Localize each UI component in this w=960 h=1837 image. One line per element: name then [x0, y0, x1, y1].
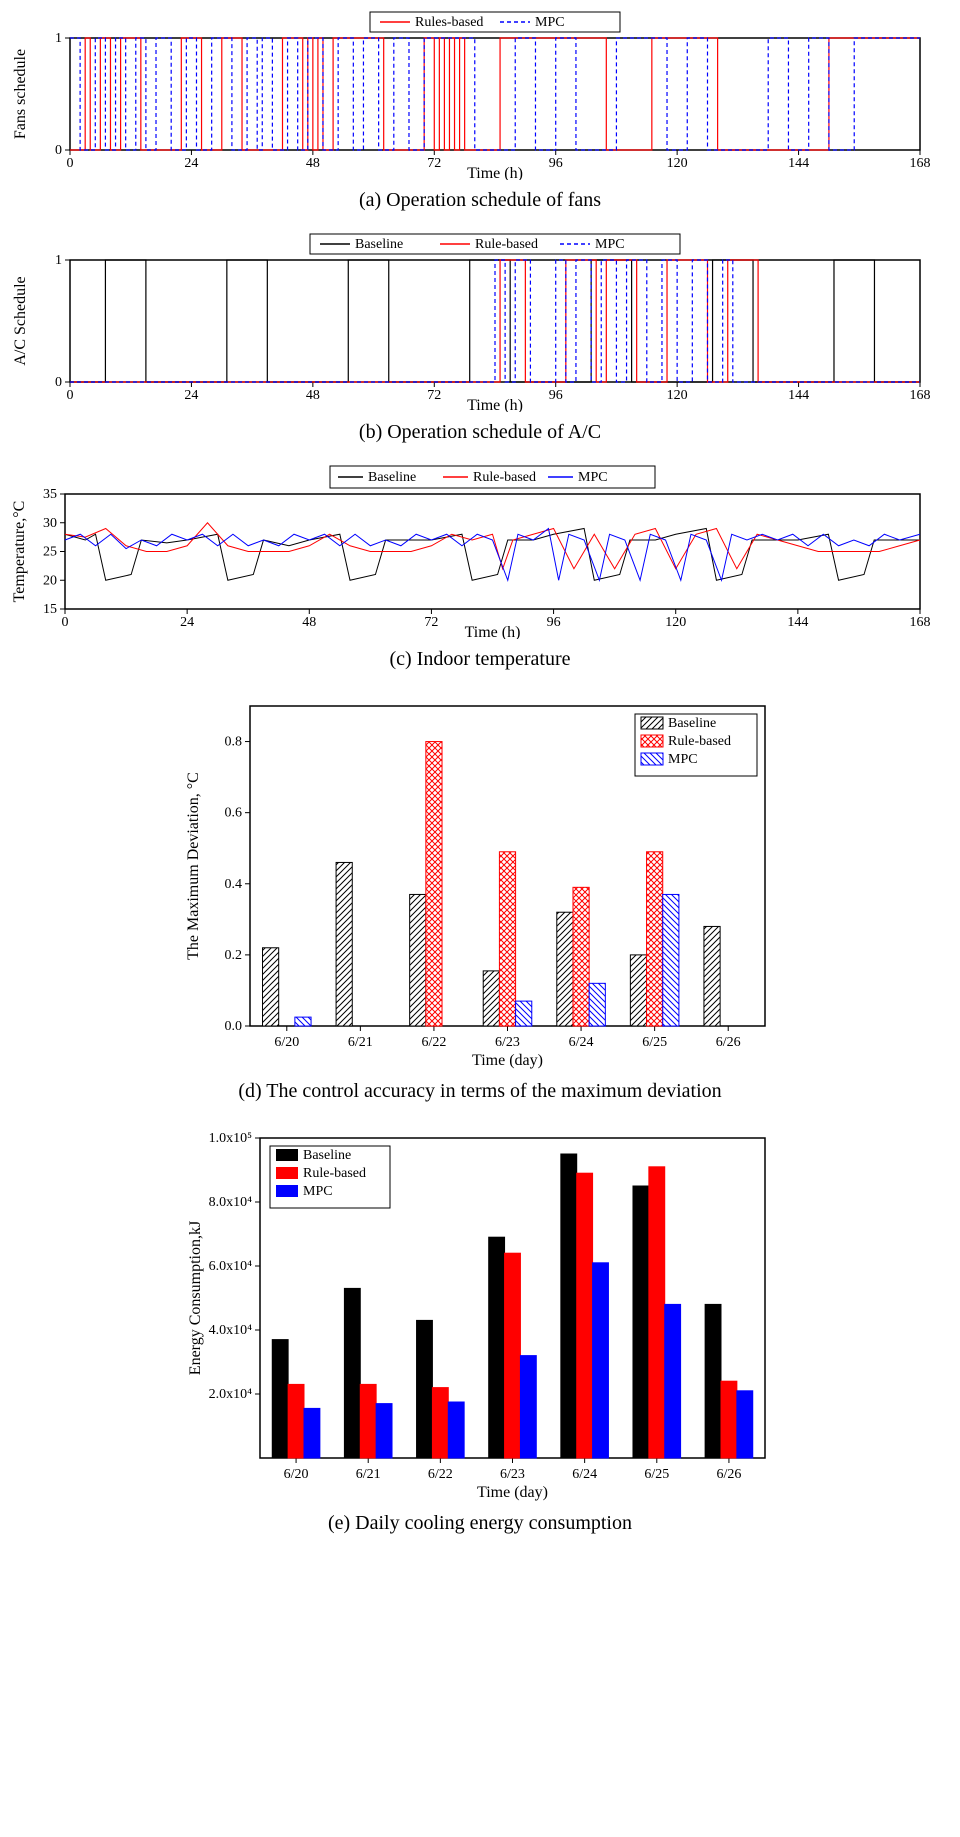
svg-text:24: 24	[180, 615, 194, 630]
panel-a: 0 24 48 72 96 120 144 168 0 1 Time (h) Fans schedul…	[10, 10, 950, 212]
svg-text:6/26: 6/26	[716, 1467, 741, 1482]
svg-text:Temperature,°C: Temperature,°C	[11, 501, 28, 603]
svg-text:168: 168	[910, 388, 931, 403]
panel-c: 0 24 48 72 96 120 144 168 15 20 25 30 35 Time (h) Temp…	[10, 464, 950, 671]
svg-text:MPC: MPC	[535, 15, 565, 30]
svg-text:48: 48	[306, 388, 320, 403]
svg-text:6/22: 6/22	[421, 1035, 446, 1050]
svg-text:6/20: 6/20	[284, 1467, 309, 1482]
chart-ac-schedule: 0 24 48 72 96 120 144 168 0 1 Time (h) A/C Schedule…	[10, 232, 930, 412]
svg-text:35: 35	[43, 487, 57, 502]
svg-text:120: 120	[667, 156, 688, 171]
caption-a: (a) Operation schedule of fans	[10, 189, 950, 212]
chart-indoor-temp: 0 24 48 72 96 120 144 168 15 20 25 30 35 Time (h) Temp…	[10, 464, 930, 639]
svg-text:Baseline: Baseline	[368, 470, 416, 485]
svg-text:MPC: MPC	[595, 237, 625, 252]
svg-text:0.2: 0.2	[225, 948, 243, 963]
caption-d: (d) The control accuracy in terms of the…	[10, 1080, 950, 1103]
svg-text:Rule-based: Rule-based	[473, 470, 536, 485]
svg-text:0: 0	[67, 388, 74, 403]
svg-text:Energy Consumption,kJ: Energy Consumption,kJ	[187, 1221, 204, 1375]
svg-text:30: 30	[43, 516, 57, 531]
caption-e: (e) Daily cooling energy consumption	[10, 1512, 950, 1535]
svg-text:24: 24	[184, 156, 198, 171]
caption-b: (b) Operation schedule of A/C	[10, 421, 950, 444]
svg-text:96: 96	[547, 615, 561, 630]
svg-text:15: 15	[43, 602, 57, 617]
svg-text:120: 120	[667, 388, 688, 403]
svg-text:1: 1	[55, 253, 62, 268]
svg-text:48: 48	[306, 156, 320, 171]
svg-text:0.0: 0.0	[225, 1019, 243, 1034]
svg-text:72: 72	[427, 388, 441, 403]
svg-text:48: 48	[302, 615, 316, 630]
svg-text:120: 120	[665, 615, 686, 630]
svg-text:6/26: 6/26	[716, 1035, 741, 1050]
svg-text:A/C Schedule: A/C Schedule	[12, 276, 29, 365]
svg-text:MPC: MPC	[578, 470, 608, 485]
chart-fans-schedule: 0 24 48 72 96 120 144 168 0 1 Time (h) Fans schedul…	[10, 10, 930, 180]
svg-text:Rules-based: Rules-based	[415, 15, 483, 30]
svg-text:1.0x10⁵: 1.0x10⁵	[209, 1131, 253, 1146]
svg-text:Baseline: Baseline	[668, 716, 716, 731]
svg-text:6.0x10⁴: 6.0x10⁴	[209, 1259, 253, 1274]
svg-text:6/21: 6/21	[348, 1035, 373, 1050]
panel-d: 6/20 6/21 6/22 6/23 6/24 6/25 6/26 0.0 0.2 0.4 0.6…	[10, 691, 950, 1103]
svg-text:0.4: 0.4	[225, 877, 243, 892]
svg-text:Baseline: Baseline	[303, 1148, 351, 1163]
svg-text:1: 1	[55, 31, 62, 46]
svg-text:6/23: 6/23	[500, 1467, 525, 1482]
svg-text:168: 168	[910, 156, 931, 171]
svg-text:Time (h): Time (h)	[465, 624, 521, 639]
svg-text:144: 144	[788, 156, 809, 171]
svg-text:96: 96	[549, 156, 563, 171]
svg-text:6/24: 6/24	[569, 1035, 594, 1050]
svg-text:0.8: 0.8	[225, 735, 243, 750]
svg-text:6/22: 6/22	[428, 1467, 453, 1482]
svg-text:Rule-based: Rule-based	[475, 237, 538, 252]
svg-text:Time (h): Time (h)	[467, 397, 523, 412]
svg-text:6/20: 6/20	[274, 1035, 299, 1050]
svg-text:6/24: 6/24	[572, 1467, 597, 1482]
svg-text:2.0x10⁴: 2.0x10⁴	[209, 1387, 253, 1402]
svg-text:72: 72	[427, 156, 441, 171]
svg-text:6/25: 6/25	[642, 1035, 667, 1050]
svg-text:0.6: 0.6	[225, 806, 243, 821]
svg-text:20: 20	[43, 573, 57, 588]
svg-text:0: 0	[67, 156, 74, 171]
svg-text:The Maximum Deviation, °C: The Maximum Deviation, °C	[185, 772, 202, 960]
svg-text:4.0x10⁴: 4.0x10⁴	[209, 1323, 253, 1338]
svg-text:Time (h): Time (h)	[467, 165, 523, 180]
svg-text:Time (day): Time (day)	[477, 1484, 548, 1501]
svg-text:Rule-based: Rule-based	[303, 1166, 366, 1181]
svg-text:MPC: MPC	[668, 752, 698, 767]
panel-e: 6/20 6/21 6/22 6/23 6/24 6/25 6/26 2.0x10⁴ 4.0x1…	[10, 1123, 950, 1535]
caption-c: (c) Indoor temperature	[10, 648, 950, 671]
svg-text:0: 0	[55, 143, 62, 158]
svg-text:Baseline: Baseline	[355, 237, 403, 252]
svg-text:24: 24	[184, 388, 198, 403]
svg-text:6/25: 6/25	[644, 1467, 669, 1482]
svg-text:144: 144	[787, 615, 808, 630]
panel-b: 0 24 48 72 96 120 144 168 0 1 Time (h) A/C Schedule…	[10, 232, 950, 444]
svg-text:6/21: 6/21	[356, 1467, 381, 1482]
svg-text:MPC: MPC	[303, 1184, 333, 1199]
chart-energy-consumption: 6/20 6/21 6/22 6/23 6/24 6/25 6/26 2.0x10⁴ 4.0x1…	[180, 1123, 780, 1503]
svg-text:144: 144	[788, 388, 809, 403]
svg-text:0: 0	[62, 615, 69, 630]
svg-text:Rule-based: Rule-based	[668, 734, 731, 749]
svg-text:Time (day): Time (day)	[472, 1052, 543, 1069]
svg-text:72: 72	[424, 615, 438, 630]
svg-text:0: 0	[55, 375, 62, 390]
chart-max-deviation: 6/20 6/21 6/22 6/23 6/24 6/25 6/26 0.0 0.2 0.4 0.6…	[180, 691, 780, 1071]
svg-text:Fans schedule: Fans schedule	[12, 49, 29, 139]
svg-text:6/23: 6/23	[495, 1035, 520, 1050]
svg-text:8.0x10⁴: 8.0x10⁴	[209, 1195, 253, 1210]
svg-text:96: 96	[549, 388, 563, 403]
svg-text:168: 168	[910, 615, 931, 630]
svg-text:25: 25	[43, 545, 57, 560]
